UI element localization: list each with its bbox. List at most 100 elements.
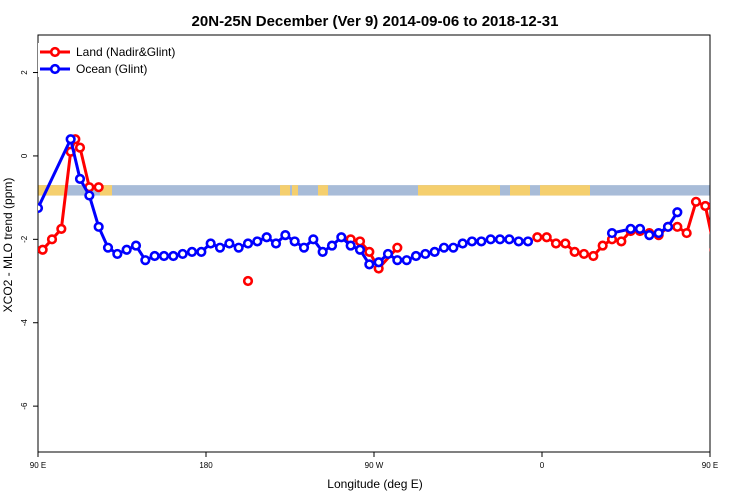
data-point bbox=[597, 240, 608, 251]
data-point bbox=[513, 236, 524, 247]
data-point bbox=[672, 221, 683, 232]
data-point bbox=[224, 238, 235, 249]
data-point bbox=[186, 246, 198, 257]
legend-ocean-marker bbox=[49, 63, 61, 75]
data-point bbox=[121, 244, 132, 255]
data-point bbox=[38, 244, 48, 255]
y-tick-label: 0 bbox=[20, 153, 29, 158]
data-point bbox=[336, 232, 347, 243]
data-point bbox=[662, 221, 674, 232]
data-point bbox=[681, 227, 692, 239]
data-point bbox=[280, 230, 291, 241]
data-point bbox=[560, 238, 571, 249]
y-axis-label: XCO2 - MLO trend (ppm) bbox=[1, 178, 15, 313]
data-point bbox=[720, 204, 728, 212]
data-point bbox=[485, 234, 496, 245]
data-point bbox=[725, 225, 733, 233]
series-line bbox=[715, 202, 724, 208]
data-point bbox=[392, 255, 403, 266]
data-point bbox=[354, 244, 366, 255]
data-point bbox=[252, 236, 263, 247]
data-point bbox=[429, 246, 440, 257]
band-land bbox=[510, 185, 530, 196]
data-point bbox=[709, 247, 710, 252]
data-point bbox=[616, 236, 627, 247]
data-point bbox=[532, 232, 543, 243]
data-point bbox=[410, 250, 422, 262]
data-point bbox=[420, 248, 431, 260]
y-tick-label: -2 bbox=[20, 235, 29, 243]
data-point bbox=[588, 250, 599, 262]
data-point bbox=[504, 234, 515, 245]
data-point bbox=[625, 223, 636, 235]
data-point bbox=[466, 236, 478, 247]
data-point bbox=[448, 242, 459, 253]
data-point bbox=[730, 135, 738, 143]
axes: 2 0 -2 -4 -6 90 E 180 90 W 0 90 E bbox=[20, 34, 718, 470]
data-point bbox=[494, 234, 506, 245]
legend: Land (Nadir&Glint) Ocean (Glint) bbox=[38, 43, 188, 77]
data-point bbox=[457, 238, 468, 249]
data-point bbox=[326, 240, 338, 251]
data-point bbox=[476, 236, 487, 247]
data-point bbox=[168, 250, 179, 262]
band-land bbox=[540, 185, 590, 196]
x-axis-label: Longitude (deg E) bbox=[327, 477, 422, 491]
data-point bbox=[606, 227, 618, 239]
data-point bbox=[214, 242, 226, 253]
data-point bbox=[709, 199, 710, 204]
band-land bbox=[318, 185, 328, 196]
data-point bbox=[739, 135, 747, 143]
data-point bbox=[730, 148, 738, 156]
x-tick-label: 90 W bbox=[365, 461, 384, 470]
x-tick-label: 90 E bbox=[702, 461, 718, 470]
data-point bbox=[56, 223, 67, 235]
data-point bbox=[373, 257, 384, 268]
data-point bbox=[74, 142, 86, 153]
data-point bbox=[130, 240, 142, 251]
legend-ocean-label: Ocean (Glint) bbox=[76, 62, 147, 76]
legend-land-marker bbox=[49, 46, 61, 58]
legend-background bbox=[38, 43, 188, 77]
y-tick-label: -6 bbox=[20, 402, 29, 410]
data-point bbox=[196, 246, 207, 257]
band-land bbox=[100, 185, 112, 196]
data-point bbox=[364, 246, 375, 257]
data-point bbox=[317, 246, 328, 257]
series-line bbox=[537, 200, 710, 258]
data-point bbox=[653, 227, 664, 239]
data-point bbox=[205, 238, 216, 249]
data-point bbox=[93, 182, 104, 193]
y-tick-label: 2 bbox=[20, 70, 29, 75]
data-point bbox=[65, 134, 76, 145]
series-line bbox=[733, 139, 750, 260]
data-point bbox=[522, 236, 534, 247]
band-land bbox=[280, 185, 290, 196]
data-point bbox=[364, 259, 375, 270]
series-ocean bbox=[38, 134, 750, 270]
data-point bbox=[401, 255, 412, 266]
data-point bbox=[550, 238, 562, 249]
background-map-band bbox=[38, 185, 710, 196]
data-point bbox=[672, 207, 683, 218]
data-point bbox=[112, 248, 123, 260]
data-point bbox=[46, 234, 58, 245]
data-point bbox=[644, 230, 655, 241]
band-ocean bbox=[38, 185, 710, 196]
data-point bbox=[242, 238, 254, 249]
data-point bbox=[308, 234, 319, 245]
data-point bbox=[242, 275, 254, 287]
band-land bbox=[418, 185, 500, 196]
y-tick-label: -4 bbox=[20, 319, 29, 327]
data-point bbox=[634, 223, 646, 235]
data-point bbox=[569, 246, 580, 257]
data-point bbox=[289, 236, 300, 247]
series-layer bbox=[38, 134, 750, 287]
data-point bbox=[730, 148, 738, 156]
data-point bbox=[345, 240, 356, 251]
data-point bbox=[261, 232, 272, 243]
x-tick-label: 0 bbox=[540, 461, 545, 470]
data-point bbox=[541, 232, 552, 243]
x-tick-label: 180 bbox=[199, 461, 213, 470]
